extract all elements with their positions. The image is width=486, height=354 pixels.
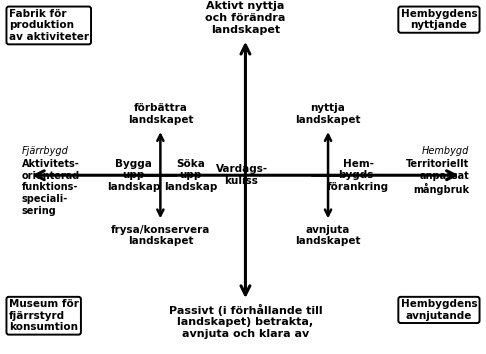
Text: Museum för
fjärrstyrd
konsumtion: Museum för fjärrstyrd konsumtion [9, 299, 79, 332]
Text: Hembygd: Hembygd [422, 146, 469, 156]
Text: Aktivitets-
orienterad
funktions-
speciali-
sering: Aktivitets- orienterad funktions- specia… [22, 159, 80, 216]
Text: Söka
upp
landskap: Söka upp landskap [164, 159, 217, 192]
Text: nyttja
landskapet: nyttja landskapet [295, 103, 361, 125]
Text: Territoriellt
anpassat
mångbruk: Territoriellt anpassat mångbruk [406, 159, 469, 195]
Text: Bygga
upp
landskap: Bygga upp landskap [107, 159, 160, 192]
Text: förbättra
landskapet: förbättra landskapet [128, 103, 193, 125]
Text: Fabrik för
produktion
av aktiviteter: Fabrik för produktion av aktiviteter [9, 9, 89, 42]
Text: Passivt (i förhållande till
landskapet) betrakta,
avnjuta och klara av: Passivt (i förhållande till landskapet) … [169, 304, 322, 339]
Text: Aktivt nyttja
och förändra
landskapet: Aktivt nyttja och förändra landskapet [205, 1, 286, 35]
Text: Hem-
bygds-
förankring: Hem- bygds- förankring [327, 159, 389, 192]
Text: Hembygdens
avnjutande: Hembygdens avnjutande [400, 299, 477, 321]
Text: Fjärrbygd: Fjärrbygd [22, 146, 69, 156]
Text: Hembygdens
nyttjande: Hembygdens nyttjande [400, 9, 477, 30]
Text: Vardags-
kuliss: Vardags- kuliss [215, 164, 268, 186]
Text: avnjuta
landskapet: avnjuta landskapet [295, 225, 361, 246]
Text: frysa/konservera
landskapet: frysa/konservera landskapet [111, 225, 210, 246]
